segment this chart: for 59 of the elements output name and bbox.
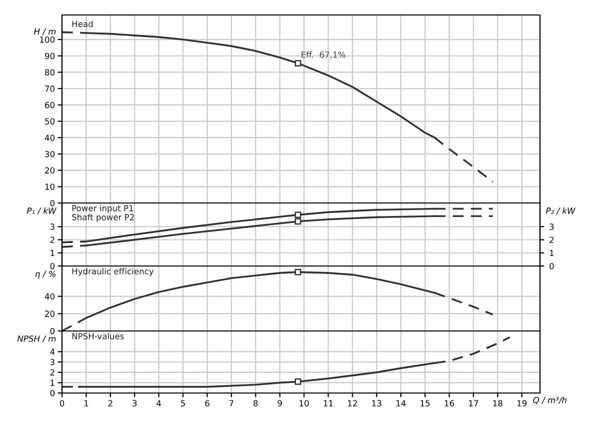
annotation: NPSH-values <box>72 332 124 340</box>
y-tick-label: 1 <box>50 250 54 256</box>
x-tick-label: 5 <box>181 400 185 406</box>
x-tick-label: 13 <box>372 400 382 406</box>
y-axis-title: η / % <box>35 270 56 279</box>
y-tick-label: 0 <box>50 390 54 396</box>
x-axis-title: Q / m³/h <box>533 396 566 404</box>
x-tick-label: 6 <box>205 400 210 406</box>
x-tick-label: 1 <box>84 400 88 406</box>
x-tick-label: 3 <box>132 400 137 406</box>
y-axis-title: NPSH / m <box>17 335 56 342</box>
y2-tick-label: 1 <box>550 250 554 256</box>
y-tick-label: 30 <box>45 150 54 158</box>
y-tick-label: 3 <box>50 224 54 230</box>
x-tick-label: 17 <box>469 400 478 406</box>
y-axis-title: P₁ / kW <box>26 207 57 215</box>
y-tick-label: 2 <box>50 369 54 376</box>
x-tick-label: 15 <box>420 400 430 406</box>
x-tick-label: 14 <box>396 400 406 406</box>
x-tick-label: 19 <box>517 400 527 406</box>
y-tick-label: 1 <box>50 380 54 386</box>
x-tick-label: 10 <box>300 400 309 406</box>
x-tick-label: 11 <box>324 400 333 406</box>
y-axis-title: H / m <box>34 28 56 36</box>
x-tick-label: 4 <box>156 400 161 406</box>
y-tick-label: 0 <box>50 262 54 270</box>
x-tick-label: 9 <box>278 400 282 406</box>
annotation: Hydraulic efficiency <box>72 268 154 276</box>
y-tick-label: 20 <box>45 310 54 317</box>
y2-tick-label: 2 <box>550 236 554 243</box>
y2-tick-label: 3 <box>550 224 554 230</box>
y-tick-label: 0 <box>50 328 54 334</box>
y-tick-label: 3 <box>50 358 54 366</box>
x-tick-label: 8 <box>254 400 258 406</box>
y-tick-label: 60 <box>45 102 54 108</box>
x-tick-label: 2 <box>108 400 112 406</box>
y-tick-label: 40 <box>44 134 54 141</box>
x-tick-label: 0 <box>60 400 64 406</box>
annotation: Power input P1 <box>72 204 134 213</box>
x-tick-label: 16 <box>444 400 454 406</box>
y2-axis-title: P₂ / kW <box>546 207 576 215</box>
x-tick-label: 18 <box>493 400 502 406</box>
y2-tick-label: 0 <box>550 262 554 270</box>
y-tick-label: 4 <box>50 348 55 355</box>
y-tick-label: 100 <box>40 36 54 43</box>
y-tick-label: 80 <box>45 69 54 76</box>
x-tick-label: 7 <box>229 400 234 406</box>
y-tick-label: 20 <box>45 167 54 174</box>
y-tick-label: 50 <box>45 118 54 125</box>
annotation: Shaft power P2 <box>72 214 134 222</box>
x-tick-label: 12 <box>348 400 357 406</box>
y-tick-label: 70 <box>45 86 54 92</box>
y-tick-label: 90 <box>44 52 54 60</box>
annotation: Eff. 67,1% <box>302 51 346 59</box>
y-tick-label: 0 <box>50 200 54 206</box>
annotation: Head <box>72 20 93 28</box>
y-tick-label: 40 <box>44 293 54 300</box>
y-tick-label: 10 <box>45 184 54 190</box>
y-tick-label: 2 <box>50 236 54 243</box>
